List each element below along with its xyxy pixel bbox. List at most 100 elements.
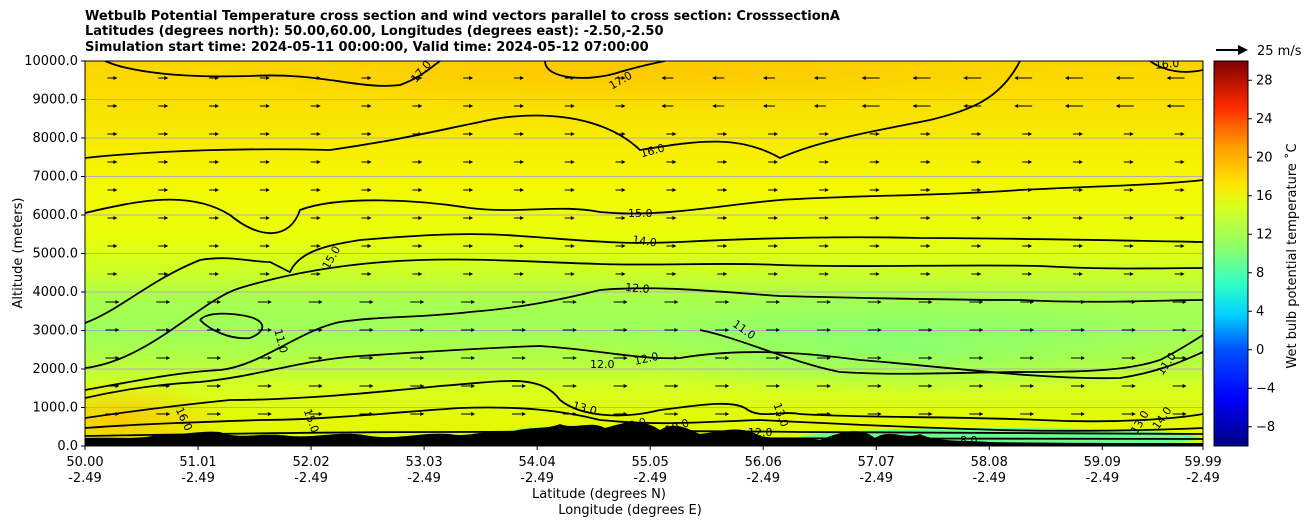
wind-vector-head xyxy=(824,272,829,276)
wind-vector-head xyxy=(164,272,169,276)
wind-vector-head xyxy=(521,300,526,304)
wind-vector-head xyxy=(265,272,270,276)
contour-11-left xyxy=(199,312,264,340)
wind-vector-head xyxy=(519,104,524,108)
wind-vector-head xyxy=(621,216,626,220)
wind-vector-head xyxy=(725,412,730,416)
wind-vector-head xyxy=(723,216,728,220)
wind-vector-head xyxy=(623,328,628,332)
wind-vector-head xyxy=(521,384,526,388)
wind-vector-head xyxy=(674,384,679,388)
contour-15-upper xyxy=(85,179,1203,235)
y-tick-label: 8000.0 xyxy=(33,131,79,146)
colorbar-tick-label: 28 xyxy=(1256,73,1273,88)
wind-vector-head xyxy=(519,272,524,276)
wind-vector-head xyxy=(877,328,882,332)
wind-vector-head xyxy=(928,412,933,416)
wind-vector-head xyxy=(420,412,425,416)
wind-vector-head xyxy=(813,76,818,80)
wind-vector-head xyxy=(113,132,118,136)
wind-vector-head xyxy=(776,300,781,304)
contour-17-right xyxy=(544,61,666,79)
wind-vector-head xyxy=(418,216,423,220)
wind-vector-head xyxy=(979,384,984,388)
wind-vector-head xyxy=(877,412,882,416)
wind-vector-head xyxy=(367,188,372,192)
colorbar-tick-label: 0 xyxy=(1256,343,1264,358)
wind-vector-head xyxy=(519,216,524,220)
wind-vector-head xyxy=(861,104,866,108)
wind-vector-head xyxy=(1166,104,1171,108)
terrain xyxy=(85,422,1203,446)
wind-vector-head xyxy=(1064,104,1069,108)
wind-vector-head xyxy=(1129,216,1134,220)
wind-vector-head xyxy=(723,188,728,192)
wind-vector-head xyxy=(217,356,222,360)
wind-vector-head xyxy=(164,188,169,192)
colorbar-tick-label: −4 xyxy=(1256,381,1275,396)
colorbar-tick-label: 8 xyxy=(1256,266,1264,281)
wind-vector-head xyxy=(420,356,425,360)
wind-vector-head xyxy=(621,132,626,136)
x-tick-label-lon: -2.49 xyxy=(407,471,441,486)
wind-vector-head xyxy=(265,132,270,136)
wind-vector-head xyxy=(1014,104,1019,108)
wind-vector-head xyxy=(963,76,968,80)
wind-vector-head xyxy=(912,76,917,80)
wind-vector-head xyxy=(113,104,118,108)
wind-vector-head xyxy=(672,272,677,276)
wind-vector-head xyxy=(265,104,270,108)
wind-vector-head xyxy=(1182,356,1187,360)
x-tick-label-lon: -2.49 xyxy=(1085,471,1119,486)
wind-vector-head xyxy=(912,104,917,108)
colorbar-tick-label: 20 xyxy=(1256,150,1273,165)
wind-vector-head xyxy=(215,132,220,136)
wind-vector-head xyxy=(877,356,882,360)
contour-label: 12.0 xyxy=(625,281,651,296)
x-tick-label-lat: 58.08 xyxy=(971,455,1008,470)
wind-vector-head xyxy=(1078,216,1083,220)
wind-vector-head xyxy=(418,76,423,80)
wind-vector-head xyxy=(1030,356,1035,360)
wind-vector-head xyxy=(1182,384,1187,388)
wind-vector-head xyxy=(763,104,768,108)
wind-vector-head xyxy=(723,132,728,136)
wind-vector-head xyxy=(674,300,679,304)
wind-vector-head xyxy=(570,188,575,192)
x-tick-label-lon: -2.49 xyxy=(1186,471,1220,486)
wind-vector-head xyxy=(977,132,982,136)
x-tick-label-lat: 55.05 xyxy=(632,455,669,470)
wind-vector-head xyxy=(725,384,730,388)
colorbar-label: Wet bulb potential temperature ˚C xyxy=(1284,143,1300,368)
wind-vector-head xyxy=(265,216,270,220)
wind-vector-head xyxy=(570,104,575,108)
wind-vector-head xyxy=(570,160,575,164)
wind-vector-head xyxy=(826,384,831,388)
wind-vector-head xyxy=(215,104,220,108)
wind-vector-head xyxy=(1180,216,1185,220)
colorbar-tick-label: 12 xyxy=(1256,227,1273,242)
wind-vector-head xyxy=(1078,188,1083,192)
wind-vector-head xyxy=(1028,244,1033,248)
grid-lines xyxy=(85,99,1203,408)
wind-vector-head xyxy=(712,76,717,80)
y-tick-label: 5000.0 xyxy=(33,247,79,262)
wind-vector-head xyxy=(471,384,476,388)
wind-vector-head xyxy=(113,216,118,220)
wind-vector-head xyxy=(674,328,679,332)
wind-vector-head xyxy=(367,104,372,108)
colorbar-tick-label: 24 xyxy=(1256,112,1273,127)
wind-vector-head xyxy=(928,300,933,304)
wind-vector-head xyxy=(621,104,626,108)
x-tick-label-lon: -2.49 xyxy=(520,471,554,486)
x-tick-label-lon: -2.49 xyxy=(746,471,780,486)
wind-vector-head xyxy=(963,104,968,108)
wind-vector-head xyxy=(217,300,222,304)
wind-vector-head xyxy=(672,188,677,192)
y-axis-label: Altitude (meters) xyxy=(11,198,26,309)
wind-vector-head xyxy=(774,244,779,248)
wind-vector-head xyxy=(1182,328,1187,332)
wind-vector-head xyxy=(367,272,372,276)
y-axis: 0.0 1000.0 2000.0 3000.0 4000.0 5000.0 6000.0 7… xyxy=(24,54,85,454)
x-tick-label-lon: -2.49 xyxy=(181,471,215,486)
